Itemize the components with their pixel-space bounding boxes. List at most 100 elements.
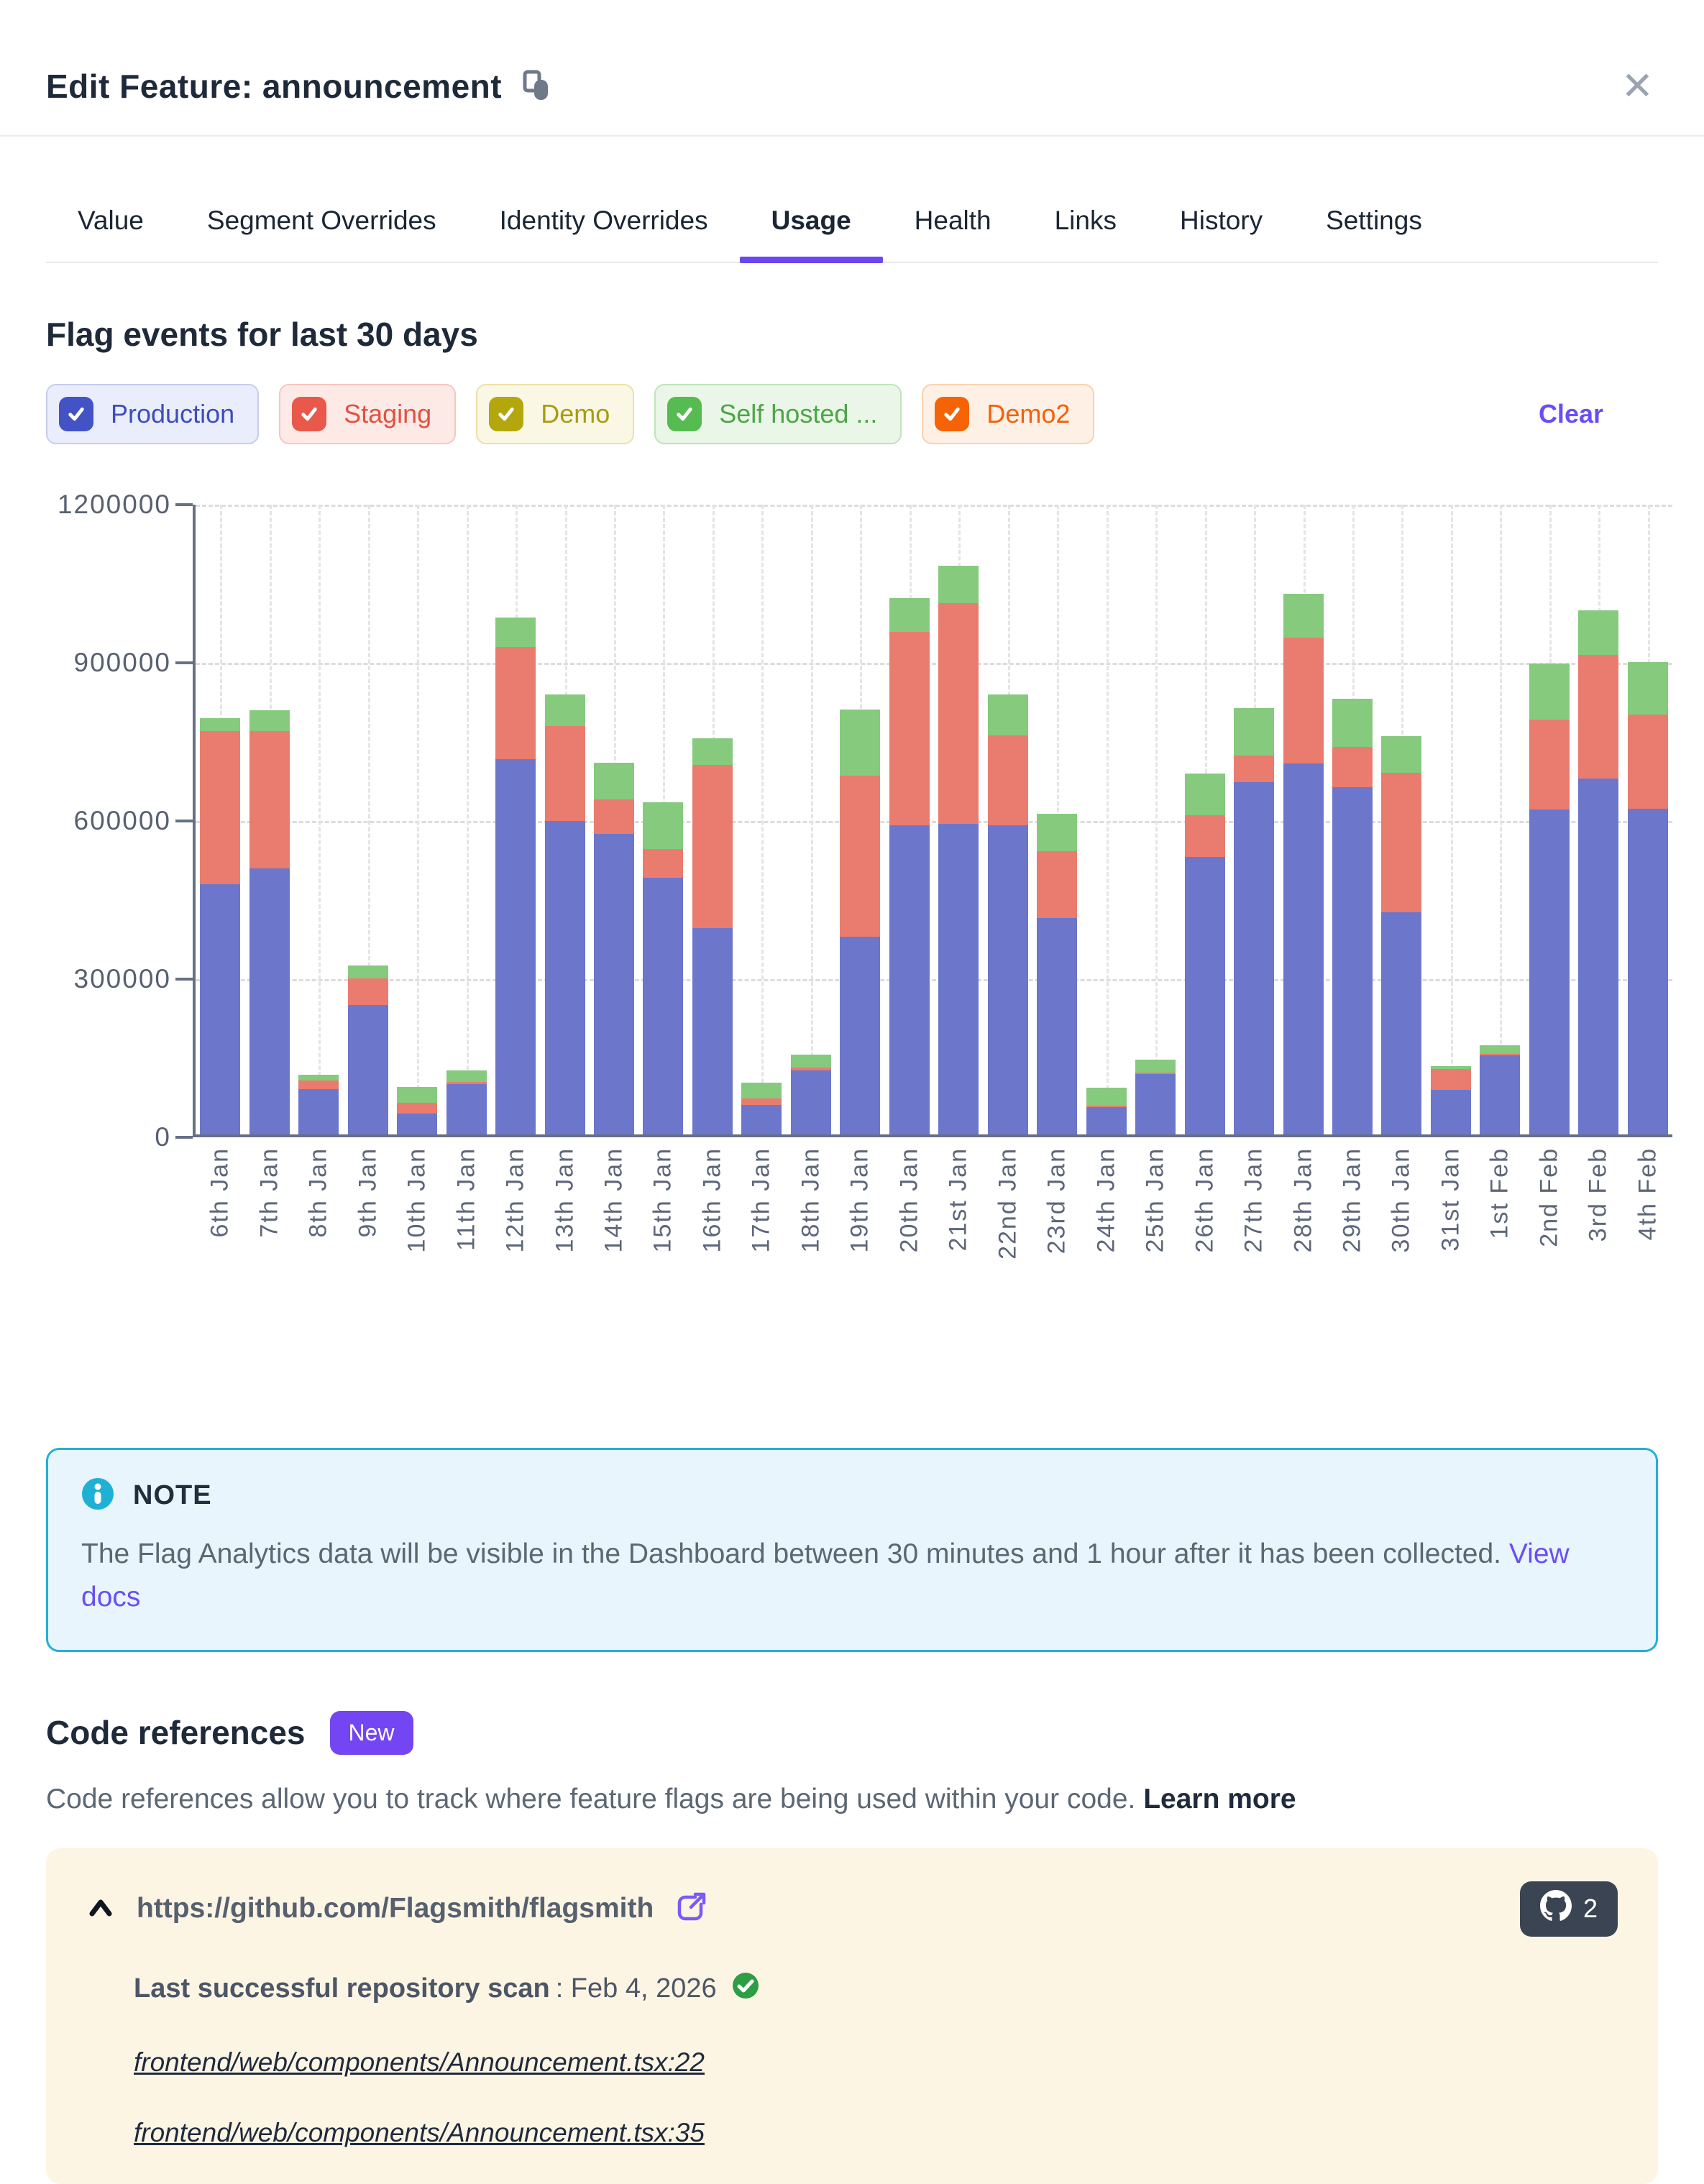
bar-27th-jan[interactable] [1234, 708, 1275, 1134]
bar-13th-jan[interactable] [544, 694, 585, 1134]
bar-segment-production [1086, 1107, 1127, 1134]
environment-filters: Production Staging Demo Self hosted ... Demo… [46, 384, 1658, 444]
x-tick-label: 7th Jan [255, 1147, 283, 1238]
bar-22nd-jan[interactable] [987, 694, 1028, 1134]
bar-25th-jan[interactable] [1135, 1060, 1176, 1134]
bar-segment-production [987, 825, 1028, 1134]
usage-section-title: Flag events for last 30 days [46, 316, 478, 353]
checkbox-checked-icon[interactable] [489, 397, 524, 431]
checkbox-checked-icon[interactable] [667, 397, 702, 431]
x-tick-label: 15th Jan [649, 1147, 677, 1253]
learn-more-link[interactable]: Learn more [1143, 1783, 1296, 1814]
last-scan-label: Last successful repository scan [134, 1973, 550, 2004]
x-tick-label: 21st Jan [944, 1147, 972, 1252]
tab-usage[interactable]: Usage [739, 206, 883, 263]
bar-23rd-jan[interactable] [1037, 814, 1078, 1134]
tab-segment-overrides[interactable]: Segment Overrides [206, 206, 436, 235]
env-filter-self-hosted[interactable]: Self hosted ... [654, 384, 902, 444]
bar-8th-jan[interactable] [298, 1075, 339, 1134]
bar-segment-staging [1529, 720, 1570, 809]
repository-url-link[interactable]: https://github.com/Flagsmith/flagsmith [137, 1893, 654, 1924]
bar-segment-production [790, 1070, 831, 1134]
bar-19th-jan[interactable] [840, 710, 881, 1134]
bar-14th-jan[interactable] [593, 763, 634, 1134]
bar-segment-production [249, 868, 290, 1134]
bar-segment-staging [840, 776, 881, 937]
bar-30th-jan[interactable] [1381, 736, 1422, 1134]
bar-26th-jan[interactable] [1184, 774, 1225, 1134]
bar-18th-jan[interactable] [790, 1055, 831, 1134]
flag-events-chart: 0 300000 600000 900000 1200000 6th Jan 7th Ja… [0, 490, 1704, 1260]
bar-segment-production [1627, 809, 1668, 1134]
x-tick-label: 20th Jan [895, 1147, 923, 1253]
bar-7th-jan[interactable] [249, 710, 290, 1134]
tab-identity-overrides[interactable]: Identity Overrides [499, 206, 708, 235]
bar-10th-jan[interactable] [397, 1087, 438, 1134]
bar-17th-jan[interactable] [741, 1083, 782, 1134]
close-icon[interactable]: ✕ [1621, 65, 1654, 108]
bar-segment-staging [347, 978, 388, 1005]
tab-history[interactable]: History [1180, 206, 1263, 235]
bar-24th-jan[interactable] [1086, 1088, 1127, 1134]
code-reference-file-link[interactable]: frontend/web/components/Announcement.tsx… [134, 2047, 705, 2077]
bar-29th-jan[interactable] [1332, 699, 1373, 1134]
bar-4th-feb[interactable] [1627, 662, 1668, 1134]
tab-value[interactable]: Value [78, 206, 144, 235]
bar-segment-staging [1332, 747, 1373, 787]
view-docs-link[interactable]: View docs [81, 1538, 1570, 1613]
bar-segment-self-hosted [1332, 699, 1373, 747]
bar-3rd-feb[interactable] [1578, 610, 1619, 1134]
external-link-icon[interactable] [675, 1891, 707, 1927]
bar-segment-self-hosted [593, 763, 634, 799]
bar-segment-self-hosted [889, 598, 930, 632]
bar-segment-staging [200, 731, 241, 884]
bar-segment-self-hosted [741, 1083, 782, 1098]
bar-9th-jan[interactable] [347, 965, 388, 1134]
code-reference-file-link[interactable]: frontend/web/components/Announcement.tsx… [134, 2117, 705, 2147]
bar-segment-staging [593, 799, 634, 834]
x-tick-label: 24th Jan [1092, 1147, 1120, 1253]
gridline-vertical [810, 505, 813, 1134]
bar-2nd-feb[interactable] [1529, 664, 1570, 1134]
bar-28th-jan[interactable] [1283, 594, 1324, 1134]
bar-20th-jan[interactable] [889, 598, 930, 1134]
bar-11th-jan[interactable] [446, 1070, 487, 1134]
bar-segment-production [1529, 809, 1570, 1134]
gridline-vertical [1155, 505, 1158, 1134]
x-tick-label: 28th Jan [1289, 1147, 1316, 1253]
bar-segment-self-hosted [987, 694, 1028, 735]
x-tick-label: 6th Jan [206, 1147, 234, 1238]
bar-16th-jan[interactable] [692, 738, 733, 1134]
x-tick-label: 27th Jan [1240, 1147, 1268, 1253]
tab-health[interactable]: Health [914, 206, 991, 235]
tab-settings[interactable]: Settings [1326, 206, 1422, 235]
bar-segment-production [593, 834, 634, 1134]
checkbox-checked-icon[interactable] [935, 397, 970, 431]
env-filter-demo[interactable]: Demo [476, 384, 635, 444]
bar-segment-self-hosted [1627, 662, 1668, 715]
bar-segment-production [1037, 918, 1078, 1134]
x-tick-label: 4th Feb [1634, 1147, 1662, 1241]
chevron-up-icon[interactable] [86, 1895, 115, 1923]
clear-filters-link[interactable]: Clear [1538, 399, 1603, 428]
x-tick-label: 1st Feb [1485, 1147, 1513, 1239]
bar-12th-jan[interactable] [495, 618, 536, 1134]
bar-segment-production [298, 1089, 339, 1134]
copy-icon[interactable] [522, 70, 552, 106]
env-filter-production[interactable]: Production [46, 384, 260, 444]
bar-segment-production [1184, 857, 1225, 1134]
env-filter-demo2[interactable]: Demo2 [922, 384, 1095, 444]
github-count-badge[interactable]: 2 [1519, 1881, 1618, 1937]
checkbox-checked-icon[interactable] [59, 397, 93, 431]
bar-21st-jan[interactable] [938, 566, 979, 1134]
bar-15th-jan[interactable] [643, 802, 684, 1134]
bar-31st-jan[interactable] [1430, 1066, 1471, 1134]
env-filter-staging[interactable]: Staging [279, 384, 457, 444]
bar-6th-jan[interactable] [200, 718, 241, 1134]
bar-segment-staging [1381, 773, 1422, 912]
bar-segment-production [938, 824, 979, 1134]
checkbox-checked-icon[interactable] [292, 397, 327, 431]
bar-1st-feb[interactable] [1480, 1045, 1521, 1134]
tab-links[interactable]: Links [1054, 206, 1117, 235]
x-tick-label: 31st Jan [1437, 1147, 1465, 1252]
